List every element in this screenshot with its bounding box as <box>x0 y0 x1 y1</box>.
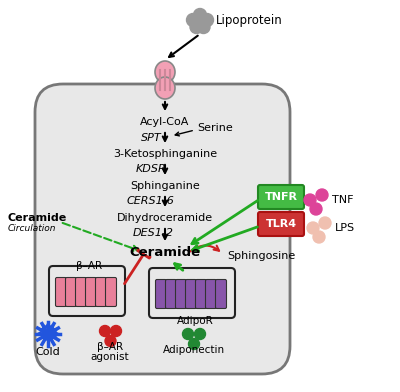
FancyBboxPatch shape <box>56 278 66 307</box>
Circle shape <box>105 336 116 347</box>
Circle shape <box>310 203 322 215</box>
FancyBboxPatch shape <box>216 279 226 309</box>
Text: SPT: SPT <box>141 133 161 143</box>
Circle shape <box>194 9 206 22</box>
Circle shape <box>190 20 203 33</box>
FancyBboxPatch shape <box>258 212 304 236</box>
Text: Lipoprotein: Lipoprotein <box>216 13 283 27</box>
Circle shape <box>313 231 325 243</box>
FancyBboxPatch shape <box>258 185 304 209</box>
Circle shape <box>197 20 210 33</box>
Text: Serine: Serine <box>197 123 233 133</box>
Circle shape <box>100 325 110 336</box>
Circle shape <box>307 222 319 234</box>
Circle shape <box>110 325 122 336</box>
Circle shape <box>304 194 316 206</box>
Text: KDSR: KDSR <box>136 164 166 174</box>
Text: β–AR: β–AR <box>76 261 102 271</box>
Text: Dihydroceramide: Dihydroceramide <box>117 213 213 223</box>
Text: CERS1-6: CERS1-6 <box>126 196 174 206</box>
Circle shape <box>319 217 331 229</box>
Text: TNF: TNF <box>332 195 354 205</box>
FancyBboxPatch shape <box>86 278 96 307</box>
Text: Ceramide: Ceramide <box>130 245 200 258</box>
Circle shape <box>182 328 194 339</box>
Text: agonist: agonist <box>91 352 129 362</box>
FancyBboxPatch shape <box>35 84 290 374</box>
Text: LPS: LPS <box>335 223 355 233</box>
Text: Sphinganine: Sphinganine <box>130 181 200 191</box>
FancyBboxPatch shape <box>66 278 76 307</box>
Text: 3-Ketosphinganine: 3-Ketosphinganine <box>113 149 217 159</box>
Text: TNFR: TNFR <box>264 192 298 202</box>
FancyBboxPatch shape <box>106 278 116 307</box>
FancyBboxPatch shape <box>166 279 176 309</box>
Ellipse shape <box>155 77 175 99</box>
Text: Ceramide: Ceramide <box>8 213 67 223</box>
FancyBboxPatch shape <box>176 279 186 309</box>
FancyBboxPatch shape <box>196 279 206 309</box>
Ellipse shape <box>155 61 175 83</box>
Text: Sphingosine: Sphingosine <box>227 251 295 261</box>
Text: Circulation: Circulation <box>8 223 56 232</box>
Text: Acyl-CoA: Acyl-CoA <box>140 117 190 127</box>
Text: AdipoR: AdipoR <box>177 316 213 326</box>
Text: Cold: Cold <box>36 347 60 357</box>
Circle shape <box>194 328 206 339</box>
Circle shape <box>188 339 200 350</box>
Circle shape <box>186 13 200 27</box>
Circle shape <box>200 13 214 27</box>
FancyBboxPatch shape <box>76 278 86 307</box>
FancyBboxPatch shape <box>156 279 166 309</box>
Text: β–AR: β–AR <box>97 342 123 352</box>
FancyBboxPatch shape <box>206 279 216 309</box>
Text: DES1-2: DES1-2 <box>132 228 174 238</box>
Text: TLR4: TLR4 <box>266 219 296 229</box>
FancyBboxPatch shape <box>96 278 106 307</box>
Text: Adiponectin: Adiponectin <box>163 345 225 355</box>
Circle shape <box>316 189 328 201</box>
FancyBboxPatch shape <box>186 279 196 309</box>
